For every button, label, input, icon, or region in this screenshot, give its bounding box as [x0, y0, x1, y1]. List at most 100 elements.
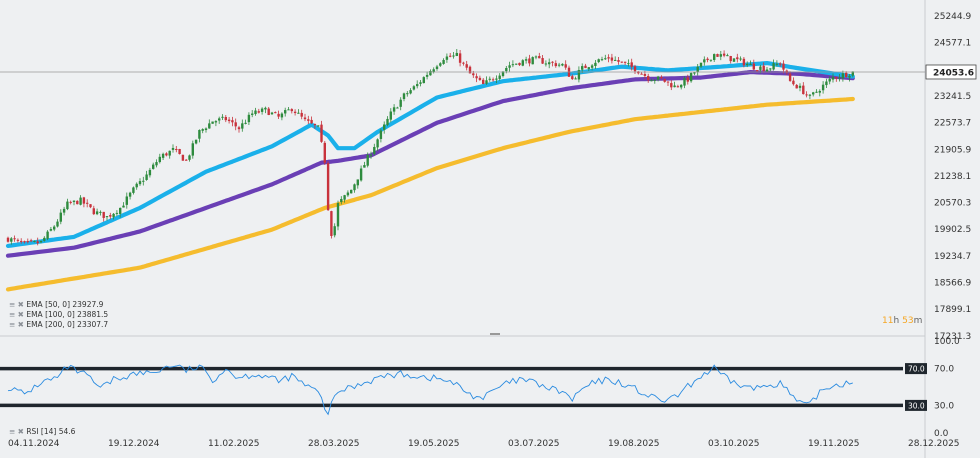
candle[interactable]: [703, 56, 706, 66]
candle[interactable]: [805, 91, 808, 98]
candle[interactable]: [531, 56, 534, 65]
candle[interactable]: [36, 237, 39, 246]
candle[interactable]: [191, 140, 194, 159]
candle[interactable]: [359, 165, 363, 182]
candle[interactable]: [752, 59, 755, 71]
candle[interactable]: [13, 235, 16, 242]
candle[interactable]: [221, 114, 224, 121]
candle[interactable]: [389, 108, 392, 123]
candle[interactable]: [716, 53, 719, 57]
candle[interactable]: [686, 74, 689, 85]
candle[interactable]: [590, 63, 594, 71]
candle[interactable]: [475, 73, 478, 83]
candle[interactable]: [508, 61, 511, 72]
ema-line-1[interactable]: [5, 70, 855, 258]
ema-legend-entry[interactable]: ≡ ✖ EMA [50, 0] 23927.9: [9, 300, 104, 309]
candle[interactable]: [284, 107, 287, 117]
candle[interactable]: [831, 73, 835, 83]
candle[interactable]: [769, 68, 772, 72]
candle[interactable]: [511, 60, 515, 68]
candle[interactable]: [99, 210, 102, 216]
candle[interactable]: [66, 198, 69, 211]
candle[interactable]: [541, 55, 544, 64]
candle[interactable]: [680, 84, 683, 90]
candle[interactable]: [92, 205, 95, 216]
candle[interactable]: [699, 62, 703, 68]
candle[interactable]: [343, 194, 346, 203]
candle[interactable]: [16, 238, 20, 243]
candle[interactable]: [340, 196, 343, 205]
candle[interactable]: [122, 202, 125, 208]
candle[interactable]: [623, 61, 627, 66]
ema-line-2[interactable]: [5, 96, 855, 292]
candle[interactable]: [726, 53, 729, 57]
candle[interactable]: [317, 125, 320, 128]
candle[interactable]: [640, 72, 643, 75]
candle[interactable]: [185, 158, 188, 161]
rsi-legend-entry[interactable]: ≡ ✖ RSI [14] 54.6: [9, 427, 76, 436]
candle[interactable]: [82, 196, 86, 208]
candle[interactable]: [604, 54, 607, 60]
candle[interactable]: [818, 89, 821, 97]
candle[interactable]: [363, 161, 366, 168]
candle[interactable]: [442, 58, 445, 65]
candle[interactable]: [274, 111, 277, 114]
candle[interactable]: [518, 62, 521, 67]
candle[interactable]: [762, 62, 765, 73]
candle[interactable]: [534, 55, 538, 60]
candle[interactable]: [458, 49, 462, 67]
candle[interactable]: [224, 115, 227, 123]
candle[interactable]: [320, 120, 323, 143]
candle[interactable]: [465, 60, 468, 71]
candle[interactable]: [650, 78, 653, 82]
candle[interactable]: [297, 109, 300, 114]
candle[interactable]: [79, 195, 82, 206]
candle[interactable]: [132, 186, 135, 195]
candle[interactable]: [551, 61, 554, 67]
candle[interactable]: [524, 56, 528, 64]
candle[interactable]: [647, 73, 650, 83]
candle[interactable]: [571, 74, 574, 80]
candle[interactable]: [445, 53, 449, 63]
candle[interactable]: [564, 60, 567, 70]
candle[interactable]: [175, 145, 178, 153]
candle[interactable]: [528, 54, 531, 67]
candle[interactable]: [10, 237, 13, 245]
candle[interactable]: [383, 121, 386, 134]
candle[interactable]: [303, 113, 307, 122]
candle[interactable]: [495, 75, 498, 84]
candle[interactable]: [310, 116, 313, 124]
candle[interactable]: [656, 75, 660, 82]
candle[interactable]: [515, 63, 518, 66]
candle[interactable]: [577, 66, 581, 83]
candle[interactable]: [145, 170, 148, 181]
candle[interactable]: [128, 191, 132, 200]
candle[interactable]: [409, 88, 412, 95]
candle[interactable]: [742, 56, 746, 68]
candle[interactable]: [775, 60, 779, 67]
candle[interactable]: [848, 74, 851, 82]
candle[interactable]: [798, 83, 802, 92]
candle[interactable]: [211, 121, 214, 124]
candle[interactable]: [746, 61, 749, 68]
candle[interactable]: [429, 69, 432, 76]
candle[interactable]: [247, 112, 251, 125]
candle[interactable]: [815, 89, 818, 93]
candle[interactable]: [161, 152, 165, 161]
candle[interactable]: [419, 80, 422, 87]
candle[interactable]: [234, 118, 237, 131]
candle[interactable]: [379, 128, 383, 143]
candle[interactable]: [574, 76, 577, 80]
candle[interactable]: [607, 54, 610, 63]
candle[interactable]: [244, 119, 247, 125]
candle[interactable]: [188, 154, 191, 162]
candle[interactable]: [330, 210, 333, 239]
candle[interactable]: [660, 75, 663, 80]
candle[interactable]: [369, 151, 373, 159]
candle[interactable]: [821, 81, 825, 94]
candle[interactable]: [399, 97, 402, 111]
candle[interactable]: [53, 225, 56, 232]
candle[interactable]: [29, 238, 33, 243]
candle[interactable]: [353, 183, 356, 193]
